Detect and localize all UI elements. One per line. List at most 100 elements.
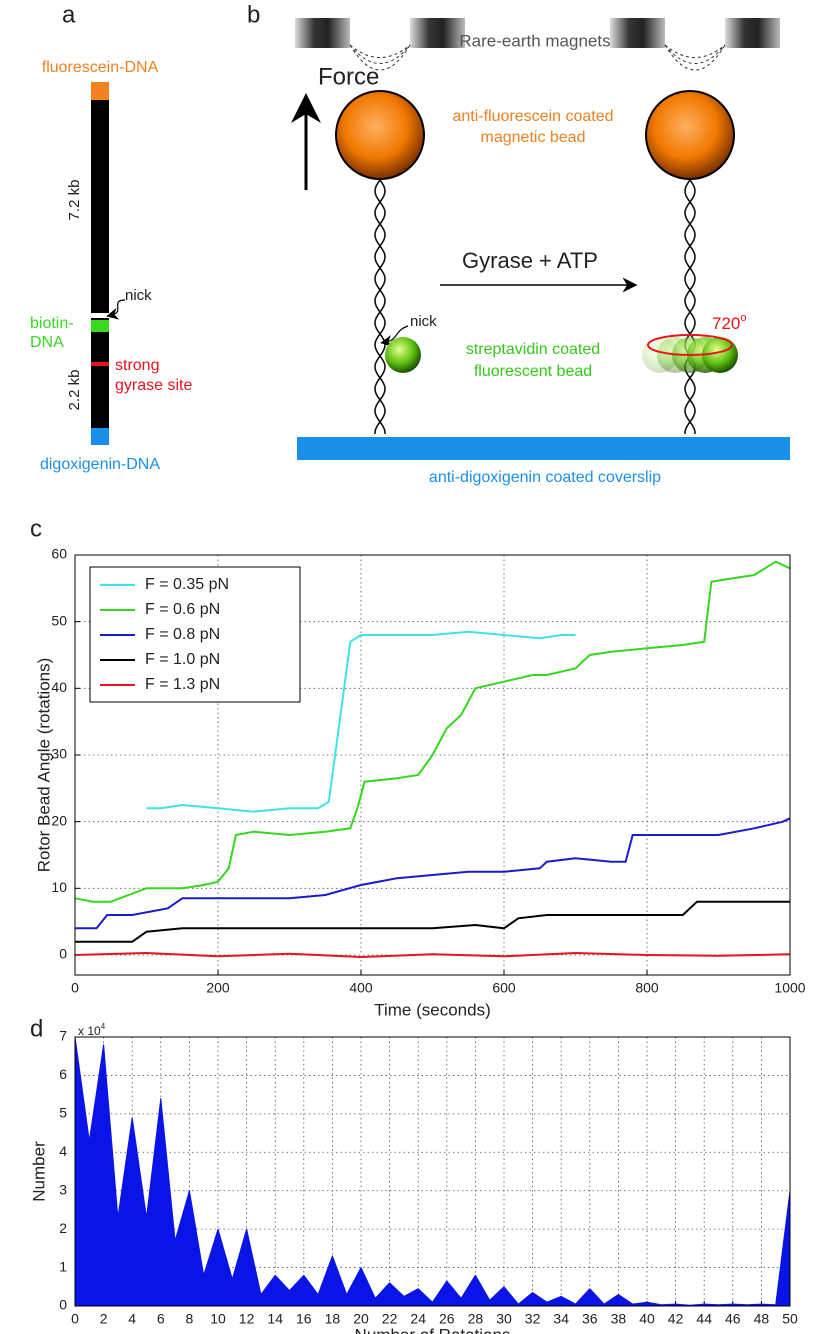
x-tick-label: 38 bbox=[611, 1311, 627, 1327]
magnetic-bead bbox=[335, 90, 425, 180]
x-tick-label: 18 bbox=[325, 1311, 341, 1327]
site-label: gyrase site bbox=[115, 377, 192, 394]
x-tick-label: 1000 bbox=[774, 980, 805, 996]
dna-helix bbox=[374, 179, 696, 435]
x-tick-label: 6 bbox=[157, 1311, 165, 1327]
biotin-label: DNA bbox=[30, 334, 64, 351]
x-tick-label: 0 bbox=[71, 1311, 79, 1327]
y-tick-label: 30 bbox=[51, 746, 67, 762]
plot-frame bbox=[74, 1036, 791, 1307]
y-tick-label: 50 bbox=[51, 612, 67, 628]
x-tick-label: 34 bbox=[553, 1311, 569, 1327]
magnet bbox=[295, 18, 350, 48]
biotin-label: biotin- bbox=[30, 315, 74, 332]
y-tick-label: 0 bbox=[59, 946, 67, 962]
series-line bbox=[146, 630, 576, 813]
plot-frame bbox=[74, 554, 791, 976]
panel-label: b bbox=[247, 1, 260, 28]
gyrase-site bbox=[91, 362, 109, 366]
x-tick-label: 4 bbox=[128, 1311, 136, 1327]
nick-label: nick bbox=[410, 313, 437, 330]
rotor-label: streptavidin coated bbox=[466, 341, 600, 358]
area bbox=[74, 1036, 791, 1307]
x-tick-label: 600 bbox=[492, 980, 516, 996]
x-tick-label: 36 bbox=[582, 1311, 598, 1327]
panel-label: c bbox=[30, 515, 42, 542]
x-tick-label: 30 bbox=[496, 1311, 512, 1327]
site-label: strong bbox=[115, 357, 159, 374]
series-line bbox=[74, 951, 791, 959]
magnetic-bead bbox=[645, 90, 735, 180]
nick-gap bbox=[91, 313, 109, 318]
helix-strand bbox=[374, 179, 386, 435]
magnets-label: Rare-earth magnets bbox=[459, 31, 610, 50]
series-line bbox=[75, 900, 790, 943]
x-tick-label: 20 bbox=[353, 1311, 369, 1327]
x-axis-label: Time (seconds) bbox=[374, 1000, 491, 1019]
field-lines bbox=[349, 44, 726, 71]
y-tick-label: 7 bbox=[59, 1028, 67, 1044]
y-tick-label: 6 bbox=[59, 1066, 67, 1082]
long-length: 7.2 kb bbox=[66, 180, 83, 221]
y-axis-label: Number bbox=[29, 1141, 48, 1202]
legend-label: F = 1.3 pN bbox=[145, 676, 220, 693]
top-label: fluorescein-DNA bbox=[42, 59, 159, 76]
legend-label: F = 0.8 pN bbox=[145, 626, 220, 643]
x-tick-label: 14 bbox=[267, 1311, 283, 1327]
y-tick-label: 20 bbox=[51, 812, 67, 828]
x-tick-label: 44 bbox=[696, 1311, 712, 1327]
coverslip bbox=[297, 437, 790, 460]
y-tick-label: 1 bbox=[59, 1258, 67, 1274]
y-axis-label: Rotor Bead Angle (rotations) bbox=[34, 658, 53, 873]
y-tick-label: 60 bbox=[51, 546, 67, 562]
legend-label: F = 0.6 pN bbox=[145, 601, 220, 618]
series-line bbox=[74, 560, 791, 903]
legend-label: F = 0.35 pN bbox=[145, 576, 229, 593]
panel-label: a bbox=[62, 1, 76, 28]
bead-label: magnetic bead bbox=[481, 129, 586, 146]
x-tick-label: 8 bbox=[186, 1311, 194, 1327]
y-tick-label: 2 bbox=[59, 1220, 67, 1236]
x-tick-label: 40 bbox=[639, 1311, 655, 1327]
x-tick-label: 46 bbox=[725, 1311, 741, 1327]
x-tick-label: 16 bbox=[296, 1311, 312, 1327]
x-tick-label: 48 bbox=[754, 1311, 770, 1327]
series-line bbox=[75, 817, 791, 930]
x-tick-label: 400 bbox=[349, 980, 373, 996]
rotation-arrow bbox=[647, 334, 733, 356]
force-label: Force bbox=[318, 63, 379, 90]
coverslip-label: anti-digoxigenin coated coverslip bbox=[429, 469, 661, 486]
x-tick-label: 24 bbox=[410, 1311, 426, 1327]
dna-bar bbox=[91, 100, 109, 445]
helix-strand bbox=[684, 179, 696, 435]
x-axis-label: Number of Rotations bbox=[355, 1325, 511, 1334]
short-length: 2.2 kb bbox=[66, 370, 83, 411]
x-tick-label: 12 bbox=[239, 1311, 255, 1327]
rotor-label: fluorescent bead bbox=[474, 363, 592, 380]
rotation-label: 720o bbox=[712, 312, 747, 334]
helix-strand bbox=[684, 179, 696, 435]
x-tick-label: 10 bbox=[210, 1311, 226, 1327]
legend-label: F = 1.0 pN bbox=[145, 651, 220, 668]
nick-arrow bbox=[106, 299, 126, 320]
y-tick-label: 40 bbox=[51, 679, 67, 695]
bead-label: anti-fluorescein coated bbox=[453, 108, 614, 125]
x-tick-label: 22 bbox=[382, 1311, 398, 1327]
x-tick-label: 50 bbox=[782, 1311, 798, 1327]
bottom-label: digoxigenin-DNA bbox=[40, 456, 160, 473]
helix-strand bbox=[374, 179, 386, 435]
x-tick-label: 42 bbox=[668, 1311, 684, 1327]
legend-box bbox=[89, 566, 301, 703]
x-tick-label: 200 bbox=[206, 980, 230, 996]
reaction-label: Gyrase + ATP bbox=[462, 248, 598, 273]
digoxigenin-segment bbox=[91, 428, 109, 445]
magnet bbox=[610, 18, 665, 48]
y-tick-label: 5 bbox=[59, 1105, 67, 1121]
y-multiplier: x 104 bbox=[78, 1022, 106, 1038]
y-tick-label: 10 bbox=[51, 879, 67, 895]
y-tick-label: 3 bbox=[59, 1181, 67, 1197]
biotin-segment bbox=[91, 320, 109, 332]
y-tick-label: 0 bbox=[59, 1297, 67, 1313]
x-tick-label: 26 bbox=[439, 1311, 455, 1327]
